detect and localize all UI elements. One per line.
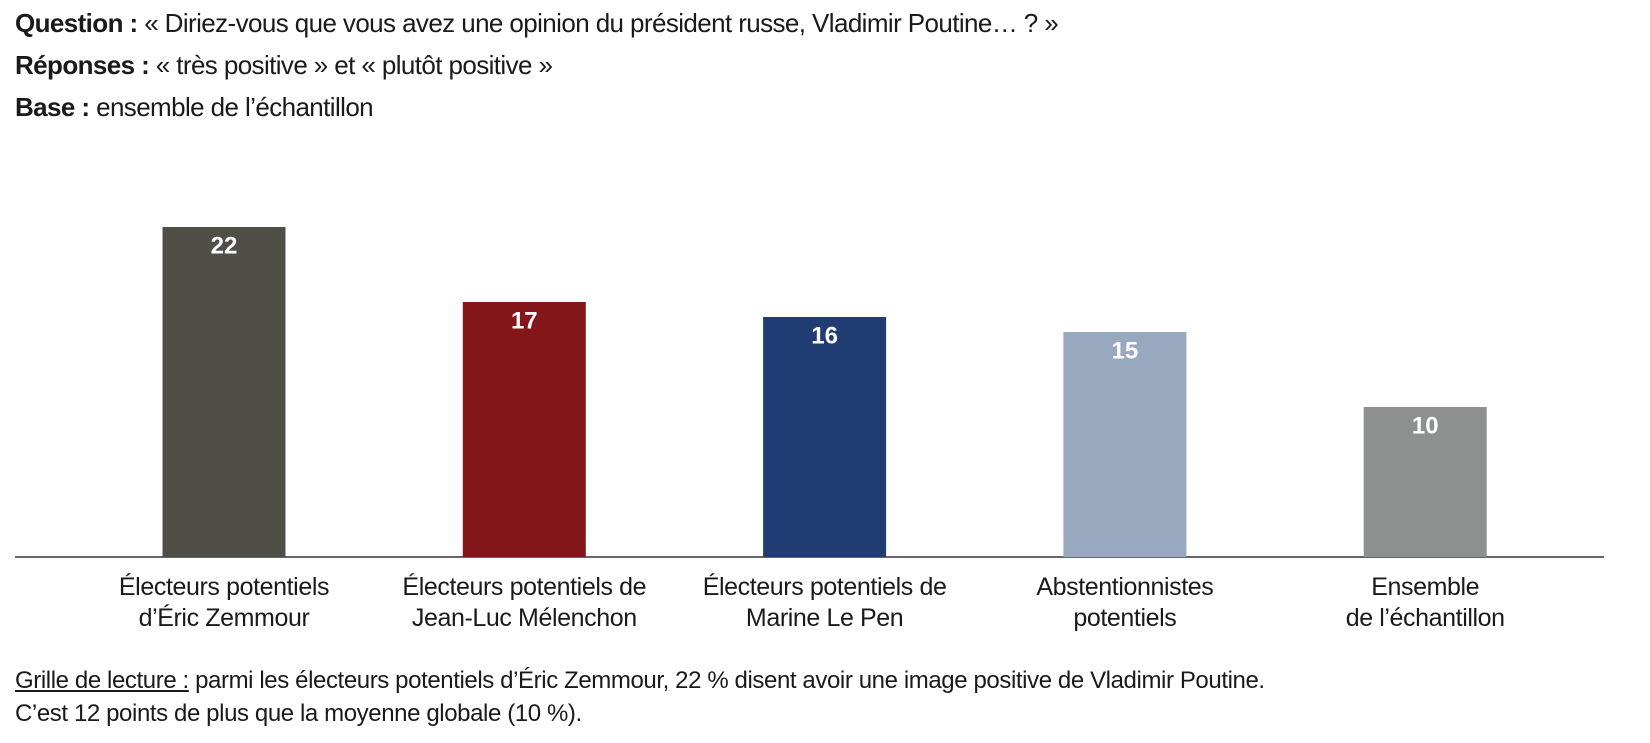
header-line: Base : ensemble de l’échantillon — [15, 92, 374, 123]
bar — [1063, 332, 1187, 557]
footnote-text: parmi les électeurs potentiels d’Éric Ze… — [15, 667, 1265, 727]
header-label: Réponses : — [15, 50, 150, 80]
value-label: 22 — [211, 232, 238, 259]
x-tick-label: Ensemble de l’échantillon — [1345, 573, 1505, 632]
x-tick-label: Électeurs potentiels de Marine Le Pen — [702, 573, 947, 632]
bar — [1363, 407, 1487, 557]
header-line: Réponses : « très positive » et « plutôt… — [15, 50, 553, 81]
header-line: Question : « Diriez-vous que vous avez u… — [15, 8, 1059, 39]
value-label: 16 — [811, 322, 838, 349]
value-label: 10 — [1412, 412, 1439, 439]
value-label: 17 — [511, 307, 538, 334]
header-text: ensemble de l’échantillon — [96, 92, 374, 122]
footnote-label: Grille de lecture : — [15, 667, 189, 694]
x-tick-label: Électeurs potentiels de Jean-Luc Mélench… — [402, 573, 647, 632]
bar — [162, 227, 286, 557]
header-label: Base : — [15, 92, 90, 122]
header-label: Question : — [15, 8, 138, 38]
x-tick-label: Abstentionnistes potentiels — [1036, 573, 1214, 632]
bar — [462, 302, 586, 557]
bar — [763, 317, 887, 557]
x-tick-label: Électeurs potentiels d’Éric Zemmour — [118, 573, 330, 632]
value-label: 15 — [1112, 337, 1139, 364]
header-text: « très positive » et « plutôt positive » — [155, 50, 553, 80]
footnote: Grille de lecture : parmi les électeurs … — [15, 664, 1265, 730]
header-text: « Diriez-vous que vous avez une opinion … — [144, 8, 1059, 38]
